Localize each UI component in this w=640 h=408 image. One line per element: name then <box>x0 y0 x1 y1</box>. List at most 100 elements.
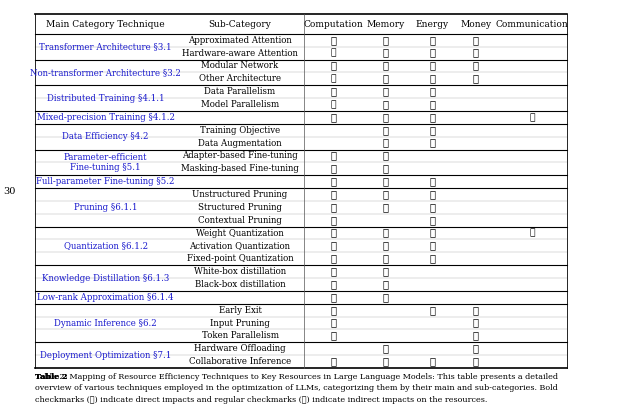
Text: ✓: ✓ <box>330 62 337 71</box>
Text: Hardware Offloading: Hardware Offloading <box>194 344 286 353</box>
Text: ✓: ✓ <box>429 254 435 263</box>
Text: ✓: ✓ <box>529 113 534 122</box>
Text: ✓: ✓ <box>429 203 435 212</box>
Text: ✓: ✓ <box>473 49 479 58</box>
Text: ✓: ✓ <box>429 49 435 58</box>
Text: Knowledge Distillation §6.1.3: Knowledge Distillation §6.1.3 <box>42 273 169 283</box>
Text: ✓: ✓ <box>330 280 337 289</box>
Text: ✓: ✓ <box>429 242 435 251</box>
Text: ✓: ✓ <box>330 319 337 328</box>
Text: ✓: ✓ <box>383 254 389 263</box>
Text: Mixed-precision Training §4.1.2: Mixed-precision Training §4.1.2 <box>36 113 175 122</box>
Text: ✓: ✓ <box>429 62 435 71</box>
Text: Low-rank Approximation §6.1.4: Low-rank Approximation §6.1.4 <box>37 293 174 302</box>
Text: Other Architecture: Other Architecture <box>199 74 281 83</box>
Text: Table 2  Mapping of Resource Efficiency Techniques to Key Resources in Large Lan: Table 2 Mapping of Resource Efficiency T… <box>35 373 558 381</box>
Text: checkmarks (✓) indicate direct impacts and regular checkmarks (✓) indicate indir: checkmarks (✓) indicate direct impacts a… <box>35 396 488 404</box>
Text: ✓: ✓ <box>429 216 435 225</box>
Text: ✓: ✓ <box>330 357 337 366</box>
Text: ✓: ✓ <box>429 100 435 109</box>
Text: Non-transformer Architecture §3.2: Non-transformer Architecture §3.2 <box>30 68 181 77</box>
Text: ✓: ✓ <box>383 74 389 83</box>
Text: Token Parallelism: Token Parallelism <box>202 331 278 340</box>
Text: ✓: ✓ <box>429 113 435 122</box>
Text: Model Parallelism: Model Parallelism <box>201 100 279 109</box>
Text: 30: 30 <box>3 186 15 196</box>
Text: ✓: ✓ <box>330 242 337 251</box>
Text: ✓: ✓ <box>383 190 389 199</box>
Text: White-box distillation: White-box distillation <box>194 267 286 276</box>
Text: ✓: ✓ <box>429 74 435 83</box>
Text: ✓: ✓ <box>383 228 389 237</box>
Text: ✓: ✓ <box>383 139 389 148</box>
Text: ✓: ✓ <box>383 49 389 58</box>
Text: Deployment Optimization §7.1: Deployment Optimization §7.1 <box>40 350 172 360</box>
Text: Structured Pruning: Structured Pruning <box>198 203 282 212</box>
Text: ✓: ✓ <box>330 228 337 237</box>
Text: ✓: ✓ <box>331 100 336 109</box>
Text: Computation: Computation <box>303 20 364 29</box>
Text: ✓: ✓ <box>383 113 389 122</box>
Text: Unstructured Pruning: Unstructured Pruning <box>193 190 287 199</box>
Text: ✓: ✓ <box>383 100 389 109</box>
Text: ✓: ✓ <box>330 113 337 122</box>
Text: ✓: ✓ <box>330 190 337 199</box>
Text: ✓: ✓ <box>383 126 389 135</box>
Text: ✓: ✓ <box>429 190 435 199</box>
Text: ✓: ✓ <box>429 228 435 237</box>
Text: Sub-Category: Sub-Category <box>209 20 271 29</box>
Text: ✓: ✓ <box>383 293 389 302</box>
Text: Table 2: Table 2 <box>35 373 68 381</box>
Text: ✓: ✓ <box>383 177 389 186</box>
Text: Main Category Technique: Main Category Technique <box>46 20 165 29</box>
Text: ✓: ✓ <box>331 49 336 58</box>
Text: ✓: ✓ <box>383 344 389 353</box>
Text: Table 2: Table 2 <box>35 373 68 381</box>
Text: ✓: ✓ <box>330 151 337 160</box>
Text: ✓: ✓ <box>330 164 337 173</box>
Text: Memory: Memory <box>367 20 405 29</box>
Text: ✓: ✓ <box>473 306 479 315</box>
Text: ✓: ✓ <box>473 62 479 71</box>
Text: ✓: ✓ <box>330 87 337 96</box>
Text: ✓: ✓ <box>383 280 389 289</box>
Text: ✓: ✓ <box>429 139 435 148</box>
Text: ✓: ✓ <box>330 254 337 263</box>
Text: ✓: ✓ <box>429 357 435 366</box>
Text: Communication: Communication <box>495 20 568 29</box>
Text: ✓: ✓ <box>330 36 337 45</box>
Text: ✓: ✓ <box>330 203 337 212</box>
Text: ✓: ✓ <box>330 306 337 315</box>
Text: Distributed Training §4.1.1: Distributed Training §4.1.1 <box>47 93 164 103</box>
Text: Black-box distillation: Black-box distillation <box>195 280 285 289</box>
Text: ✓: ✓ <box>529 228 534 237</box>
Text: ✓: ✓ <box>383 62 389 71</box>
Text: ✓: ✓ <box>429 36 435 45</box>
Text: ✓: ✓ <box>330 216 337 225</box>
Text: Data Parallelism: Data Parallelism <box>204 87 276 96</box>
Text: ✓: ✓ <box>383 203 389 212</box>
Text: ✓: ✓ <box>473 357 479 366</box>
Text: ✓: ✓ <box>429 87 435 96</box>
Text: Money: Money <box>460 20 492 29</box>
Text: ✓: ✓ <box>383 242 389 251</box>
Text: overview of various techniques employed in the optimization of LLMs, categorizin: overview of various techniques employed … <box>35 384 558 392</box>
Text: Parameter-efficient
Fine-tuning §5.1: Parameter-efficient Fine-tuning §5.1 <box>64 153 147 172</box>
Text: Full-parameter Fine-tuning §5.2: Full-parameter Fine-tuning §5.2 <box>36 177 175 186</box>
Text: Data Efficiency §4.2: Data Efficiency §4.2 <box>62 132 149 141</box>
Text: ✓: ✓ <box>383 87 389 96</box>
Text: Data Augmentation: Data Augmentation <box>198 139 282 148</box>
Text: ✓: ✓ <box>473 331 479 340</box>
Text: Fixed-point Quantization: Fixed-point Quantization <box>187 254 293 263</box>
Text: ✓: ✓ <box>383 151 389 160</box>
Text: ✓: ✓ <box>429 126 435 135</box>
Text: Weight Quantization: Weight Quantization <box>196 228 284 237</box>
Text: Pruning §6.1.1: Pruning §6.1.1 <box>74 203 138 212</box>
Text: ✓: ✓ <box>429 306 435 315</box>
Text: ✓: ✓ <box>331 74 336 83</box>
Text: ✓: ✓ <box>383 267 389 276</box>
Text: ✓: ✓ <box>330 177 337 186</box>
Text: Contextual Pruning: Contextual Pruning <box>198 216 282 225</box>
Text: Training Objective: Training Objective <box>200 126 280 135</box>
Text: ✓: ✓ <box>429 177 435 186</box>
